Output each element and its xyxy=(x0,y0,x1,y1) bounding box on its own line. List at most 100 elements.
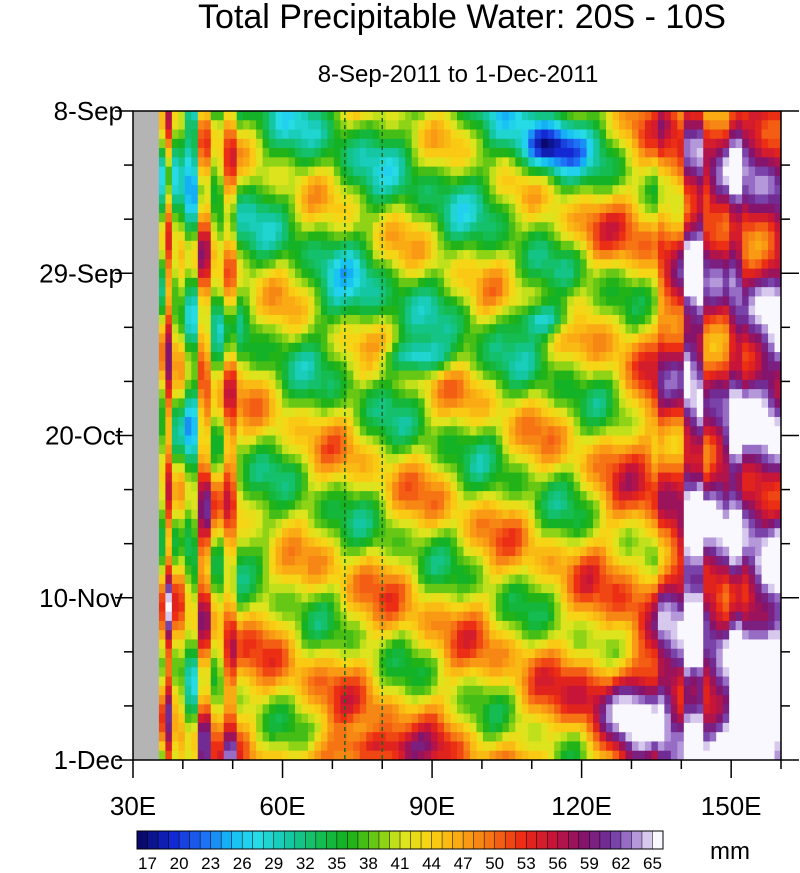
field-cell xyxy=(748,324,756,334)
field-cell xyxy=(586,426,594,436)
field-cell xyxy=(204,259,212,270)
field-cell xyxy=(495,379,503,390)
field-cell xyxy=(508,138,516,149)
field-cell xyxy=(327,481,335,492)
field-cell xyxy=(677,416,685,427)
field-cell xyxy=(269,314,276,325)
field-cell xyxy=(243,333,251,344)
field-cell xyxy=(722,148,730,158)
field-cell xyxy=(405,138,413,149)
field-cell xyxy=(405,166,413,177)
field-cell xyxy=(359,185,367,195)
field-cell xyxy=(333,111,341,121)
field-cell xyxy=(392,352,400,362)
field-cell xyxy=(249,240,257,251)
field-cell xyxy=(709,472,717,483)
field-cell xyxy=(145,333,153,344)
field-cell xyxy=(405,324,413,334)
field-cell xyxy=(165,250,173,260)
field-cell xyxy=(534,129,542,140)
field-cell xyxy=(586,120,594,130)
field-cell xyxy=(431,138,438,149)
field-cell xyxy=(366,120,374,130)
field-cell xyxy=(469,175,477,186)
field-cell xyxy=(444,416,451,427)
field-cell xyxy=(165,166,173,177)
field-cell xyxy=(489,528,497,538)
field-cell xyxy=(301,185,309,195)
field-cell xyxy=(223,472,231,483)
field-cell xyxy=(444,240,451,251)
field-cell xyxy=(184,259,192,270)
field-cell xyxy=(139,203,147,214)
field-cell xyxy=(755,138,762,149)
field-cell xyxy=(593,222,600,232)
field-cell xyxy=(696,305,704,316)
field-cell xyxy=(670,463,678,473)
field-cell xyxy=(165,175,173,186)
field-cell xyxy=(690,194,698,205)
field-cell xyxy=(333,565,341,575)
field-cell xyxy=(703,120,711,130)
field-cell xyxy=(424,537,432,548)
field-cell xyxy=(197,546,205,557)
field-cell xyxy=(696,537,704,548)
field-cell xyxy=(450,491,458,501)
field-cell xyxy=(515,435,523,446)
field-cell xyxy=(528,185,536,195)
field-cell xyxy=(197,203,205,214)
field-cell xyxy=(405,518,413,529)
field-cell xyxy=(320,491,328,501)
field-cell xyxy=(606,565,613,575)
field-cell xyxy=(327,129,335,140)
field-cell xyxy=(664,222,672,232)
field-cell xyxy=(735,379,743,390)
field-cell xyxy=(158,463,166,473)
field-cell xyxy=(282,556,289,566)
field-cell xyxy=(463,435,471,446)
field-cell xyxy=(366,454,374,464)
field-cell xyxy=(599,426,607,436)
field-cell xyxy=(670,454,678,464)
field-cell xyxy=(651,305,659,316)
field-cell xyxy=(554,537,562,548)
field-cell xyxy=(295,185,302,195)
field-cell xyxy=(236,528,244,538)
field-cell xyxy=(683,518,691,529)
field-cell xyxy=(677,231,685,242)
field-cell xyxy=(437,435,445,446)
field-cell xyxy=(502,389,510,399)
field-cell xyxy=(178,277,186,288)
field-cell xyxy=(256,546,263,557)
field-cell xyxy=(256,509,263,520)
field-cell xyxy=(307,305,315,316)
field-cell xyxy=(457,222,464,232)
field-cell xyxy=(573,342,581,353)
field-cell xyxy=(625,444,633,455)
field-cell xyxy=(476,518,484,529)
field-cell xyxy=(431,379,438,390)
field-cell xyxy=(495,138,503,149)
field-cell xyxy=(418,250,425,260)
field-cell xyxy=(768,324,775,334)
field-cell xyxy=(197,277,205,288)
field-cell xyxy=(696,426,704,436)
field-cell xyxy=(256,194,263,205)
field-cell xyxy=(243,296,251,307)
field-cell xyxy=(431,259,438,270)
field-cell xyxy=(301,528,309,538)
field-cell xyxy=(495,148,503,158)
field-cell xyxy=(346,361,354,371)
field-cell xyxy=(502,212,510,223)
field-cell xyxy=(269,175,276,186)
field-cell xyxy=(340,500,348,511)
field-cell xyxy=(742,398,749,409)
field-cell xyxy=(463,120,471,130)
field-cell xyxy=(638,268,646,279)
field-cell xyxy=(567,277,575,288)
field-cell xyxy=(644,138,652,149)
field-cell xyxy=(755,222,762,232)
field-cell xyxy=(204,305,212,316)
field-cell xyxy=(418,259,425,270)
field-cell xyxy=(437,259,445,270)
